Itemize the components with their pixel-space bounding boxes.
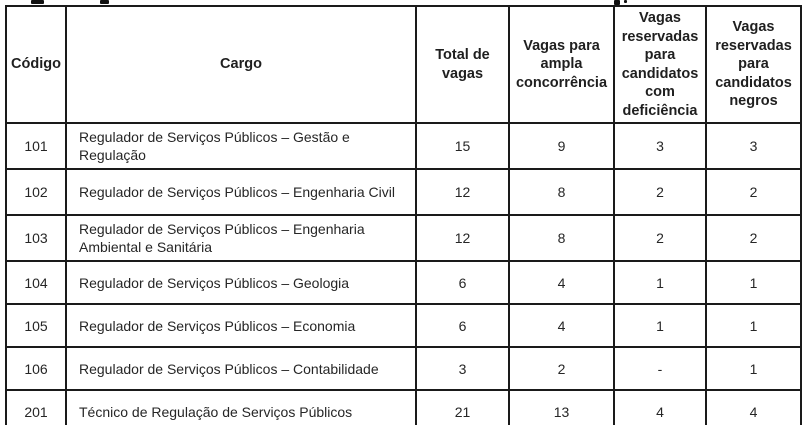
column-header-cargo: Cargo — [65, 4, 417, 125]
cell-cargo: Técnico de Regulação de Serviços Público… — [65, 389, 417, 425]
cell-total: 15 — [415, 122, 510, 171]
cell-codigo: 104 — [5, 260, 67, 306]
cell-total: 3 — [415, 346, 510, 392]
cell-cargo: Regulador de Serviços Públicos – Engenha… — [65, 214, 417, 263]
text-fragment-mark — [624, 0, 627, 3]
cell-negros: 3 — [705, 122, 802, 171]
cell-codigo: 103 — [5, 214, 67, 263]
cell-deficiencia: 3 — [613, 122, 707, 171]
cell-total: 12 — [415, 214, 510, 263]
cell-negros: 2 — [705, 168, 802, 217]
cell-ampla: 9 — [508, 122, 615, 171]
clipped-text-fragment — [0, 0, 805, 5]
cell-total: 6 — [415, 260, 510, 306]
column-header-total: Total de vagas — [415, 4, 510, 125]
header-row: Código Cargo Total de vagas Vagas para ampl… — [5, 4, 802, 125]
table-row: 101 Regulador de Serviços Públicos – Gest… — [5, 122, 802, 171]
table-row: 102 Regulador de Serviços Públicos – Enge… — [5, 168, 802, 217]
cell-negros: 4 — [705, 389, 802, 425]
text-fragment-mark — [614, 0, 620, 5]
table-header: Código Cargo Total de vagas Vagas para ampl… — [5, 4, 802, 125]
cell-deficiencia: 2 — [613, 214, 707, 263]
cell-codigo: 101 — [5, 122, 67, 171]
cell-codigo: 201 — [5, 389, 67, 425]
table-body: 101 Regulador de Serviços Públicos – Gest… — [5, 122, 802, 425]
cell-negros: 2 — [705, 214, 802, 263]
cell-cargo: Regulador de Serviços Públicos – Contabi… — [65, 346, 417, 392]
vacancies-table: Código Cargo Total de vagas Vagas para ampl… — [5, 4, 802, 425]
cell-total: 12 — [415, 168, 510, 217]
cell-total: 6 — [415, 303, 510, 349]
column-header-deficiencia: Vagas reservadas para candidatos com def… — [613, 4, 707, 125]
cell-total: 21 — [415, 389, 510, 425]
text-fragment-mark — [31, 0, 44, 4]
table-row: 103 Regulador de Serviços Públicos – Enge… — [5, 214, 802, 263]
cell-ampla: 8 — [508, 168, 615, 217]
cell-deficiencia: 1 — [613, 260, 707, 306]
cell-deficiencia: - — [613, 346, 707, 392]
cell-codigo: 106 — [5, 346, 67, 392]
cell-ampla: 13 — [508, 389, 615, 425]
cell-codigo: 105 — [5, 303, 67, 349]
cell-negros: 1 — [705, 260, 802, 306]
cell-deficiencia: 1 — [613, 303, 707, 349]
table-row: 106 Regulador de Serviços Públicos – Cont… — [5, 346, 802, 392]
cell-ampla: 4 — [508, 303, 615, 349]
text-fragment-mark — [100, 0, 109, 4]
cell-cargo: Regulador de Serviços Públicos – Gestão … — [65, 122, 417, 171]
column-header-codigo: Código — [5, 4, 67, 125]
cell-cargo: Regulador de Serviços Públicos – Engenha… — [65, 168, 417, 217]
cell-ampla: 4 — [508, 260, 615, 306]
cell-negros: 1 — [705, 303, 802, 349]
cell-deficiencia: 2 — [613, 168, 707, 217]
column-header-ampla: Vagas para ampla concorrência — [508, 4, 615, 125]
cell-ampla: 2 — [508, 346, 615, 392]
cell-deficiencia: 4 — [613, 389, 707, 425]
cell-codigo: 102 — [5, 168, 67, 217]
table-row: 201 Técnico de Regulação de Serviços Públ… — [5, 389, 802, 425]
column-header-negros: Vagas reservadas para candidatos negros — [705, 4, 802, 125]
table-row: 104 Regulador de Serviços Públicos – Geol… — [5, 260, 802, 306]
cell-ampla: 8 — [508, 214, 615, 263]
table-row: 105 Regulador de Serviços Públicos – Econ… — [5, 303, 802, 349]
cell-cargo: Regulador de Serviços Públicos – Geologi… — [65, 260, 417, 306]
cell-negros: 1 — [705, 346, 802, 392]
cell-cargo: Regulador de Serviços Públicos – Economi… — [65, 303, 417, 349]
